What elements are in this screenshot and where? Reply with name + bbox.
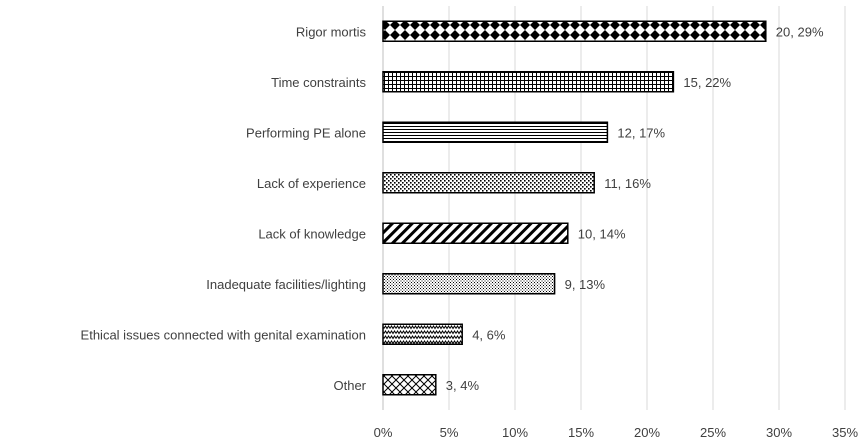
x-tick-label: 5% (440, 425, 459, 440)
x-tick-label: 20% (634, 425, 660, 440)
category-label: Inadequate facilities/lighting (206, 277, 366, 292)
category-label: Rigor mortis (296, 24, 367, 39)
category-label: Ethical issues connected with genital ex… (81, 327, 366, 342)
bar-3 (382, 121, 609, 143)
category-label: Time constraints (271, 75, 366, 90)
bar-7 (382, 323, 463, 345)
bar-1 (382, 20, 767, 42)
data-label: 3, 4% (446, 378, 480, 393)
gridlines (382, 6, 846, 410)
data-label: 10, 14% (578, 226, 626, 241)
bar-4 (382, 172, 595, 194)
data-label: 9, 13% (565, 277, 606, 292)
data-labels: 20, 29% 15, 22% 12, 17% 11, 16% 10, 14% 9, 13… (446, 24, 824, 393)
category-label: Lack of knowledge (258, 226, 366, 241)
data-label: 4, 6% (472, 327, 506, 342)
x-tick-label: 25% (700, 425, 726, 440)
data-label: 12, 17% (617, 125, 665, 140)
data-label: 11, 16% (604, 176, 651, 191)
bar-5 (382, 222, 569, 244)
bars (382, 20, 767, 396)
data-label: 15, 22% (683, 75, 731, 90)
data-label: 20, 29% (776, 24, 824, 39)
x-axis-tick-labels: 0% 5% 10% 15% 20% 25% 30% 35% (374, 425, 859, 440)
category-label: Other (333, 378, 366, 393)
category-label: Performing PE alone (246, 125, 366, 140)
bar-8 (382, 374, 437, 396)
category-labels: Rigor mortis Time constraints Performing P… (81, 24, 367, 393)
category-label: Lack of experience (257, 176, 366, 191)
x-tick-label: 10% (502, 425, 528, 440)
bar-6 (382, 273, 556, 295)
x-tick-label: 35% (832, 425, 858, 440)
x-tick-label: 0% (374, 425, 393, 440)
x-tick-label: 15% (568, 425, 594, 440)
x-tick-label: 30% (766, 425, 792, 440)
bar-2 (382, 71, 675, 93)
